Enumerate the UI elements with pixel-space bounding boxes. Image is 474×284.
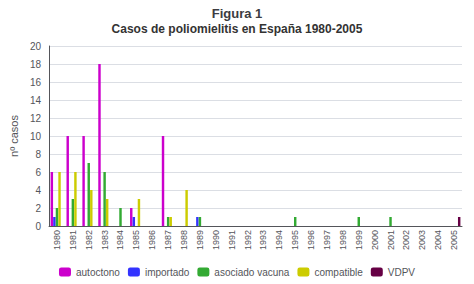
svg-text:Casos de poliomielitis en Espa: Casos de poliomielitis en España 1980-20… <box>112 22 363 36</box>
svg-text:16: 16 <box>30 77 42 88</box>
svg-text:1994: 1994 <box>274 230 284 250</box>
svg-text:1991: 1991 <box>227 230 237 250</box>
svg-text:2: 2 <box>35 203 41 214</box>
svg-text:1989: 1989 <box>195 230 205 250</box>
svg-text:1983: 1983 <box>100 230 110 250</box>
svg-text:autoctono: autoctono <box>76 267 120 278</box>
svg-text:1995: 1995 <box>290 230 300 250</box>
svg-text:asociado vacuna: asociado vacuna <box>214 267 289 278</box>
svg-text:1998: 1998 <box>338 230 348 250</box>
svg-text:0: 0 <box>35 221 41 232</box>
svg-text:1980: 1980 <box>52 230 62 250</box>
svg-text:1986: 1986 <box>147 230 157 250</box>
svg-text:1999: 1999 <box>354 230 364 250</box>
svg-text:2000: 2000 <box>370 230 380 250</box>
svg-text:Figura 1: Figura 1 <box>212 6 263 21</box>
svg-text:2005: 2005 <box>449 230 459 250</box>
svg-text:VDPV: VDPV <box>388 267 416 278</box>
svg-text:1997: 1997 <box>322 230 332 250</box>
svg-text:6: 6 <box>35 167 41 178</box>
svg-text:1993: 1993 <box>258 230 268 250</box>
svg-text:1990: 1990 <box>211 230 221 250</box>
svg-text:1984: 1984 <box>115 230 125 250</box>
svg-text:14: 14 <box>30 95 42 106</box>
svg-text:1996: 1996 <box>306 230 316 250</box>
svg-text:importado: importado <box>145 267 190 278</box>
svg-text:2002: 2002 <box>401 230 411 250</box>
svg-text:1982: 1982 <box>84 230 94 250</box>
svg-text:1987: 1987 <box>163 230 173 250</box>
svg-text:12: 12 <box>30 113 42 124</box>
svg-text:20: 20 <box>30 41 42 52</box>
svg-text:2004: 2004 <box>433 230 443 250</box>
svg-text:2003: 2003 <box>417 230 427 250</box>
svg-text:1981: 1981 <box>68 230 78 250</box>
svg-text:8: 8 <box>35 149 41 160</box>
svg-text:10: 10 <box>30 131 42 142</box>
svg-text:nº casos: nº casos <box>8 115 20 157</box>
svg-text:1992: 1992 <box>243 230 253 250</box>
svg-text:compatible: compatible <box>314 267 363 278</box>
svg-text:2001: 2001 <box>386 230 396 250</box>
svg-text:4: 4 <box>35 185 41 196</box>
svg-text:1988: 1988 <box>179 230 189 250</box>
svg-text:18: 18 <box>30 59 42 70</box>
svg-text:1985: 1985 <box>131 230 141 250</box>
